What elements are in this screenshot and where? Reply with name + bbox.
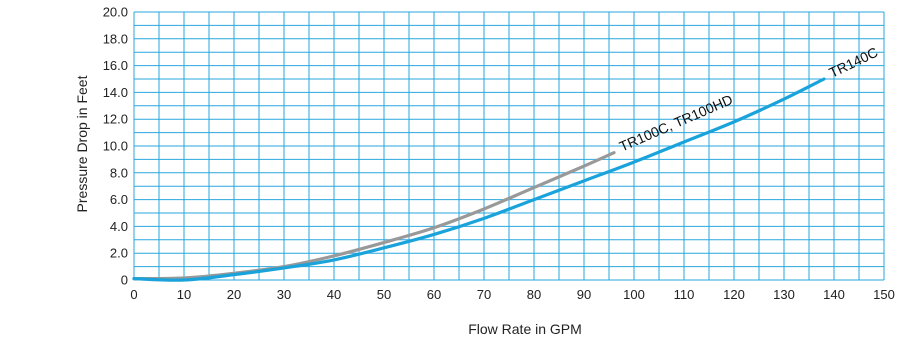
- y-tick-label: 6.0: [110, 192, 128, 207]
- x-tick-label: 120: [723, 287, 745, 302]
- x-tick-label: 40: [327, 287, 341, 302]
- y-tick-label: 2.0: [110, 246, 128, 261]
- x-tick-label: 10: [177, 287, 191, 302]
- y-tick-label: 20.0: [103, 5, 128, 20]
- grid: [133, 11, 885, 281]
- x-tick-label: 0: [130, 287, 137, 302]
- x-axis-ticks: 0 10 20 30 40 50 60 70 80 90 100 110 120 130 140 150: [130, 287, 894, 302]
- x-tick-label: 80: [527, 287, 541, 302]
- x-tick-label: 20: [227, 287, 241, 302]
- y-tick-label: 10.0: [103, 139, 128, 154]
- series-lines: [132, 77, 826, 282]
- x-tick-label: 110: [674, 287, 695, 302]
- y-axis-title: Pressure Drop in Feet: [74, 75, 90, 212]
- x-tick-label: 70: [477, 287, 491, 302]
- series-line-tr100c: [132, 151, 616, 281]
- y-tick-label: 8.0: [110, 165, 128, 180]
- x-tick-label: 60: [427, 287, 441, 302]
- y-tick-label: 16.0: [103, 58, 128, 73]
- y-tick-label: 14.0: [103, 85, 128, 100]
- y-tick-label: 12.0: [103, 112, 128, 127]
- y-tick-label: 18.0: [103, 31, 128, 46]
- x-tick-label: 50: [377, 287, 391, 302]
- x-tick-label: 150: [873, 287, 895, 302]
- series-line-tr140c: [132, 77, 826, 282]
- x-tick-label: 30: [277, 287, 291, 302]
- x-axis-title: Flow Rate in GPM: [468, 321, 582, 337]
- y-tick-label: 0: [121, 273, 128, 288]
- x-tick-label: 100: [623, 287, 645, 302]
- x-tick-label: 90: [577, 287, 591, 302]
- y-tick-label: 4.0: [110, 219, 128, 234]
- y-axis-ticks: 0 2.0 4.0 6.0 8.0 10.0 12.0 14.0 16.0 18.0 20.0: [103, 5, 128, 288]
- x-tick-label: 130: [773, 287, 795, 302]
- x-tick-label: 140: [823, 287, 845, 302]
